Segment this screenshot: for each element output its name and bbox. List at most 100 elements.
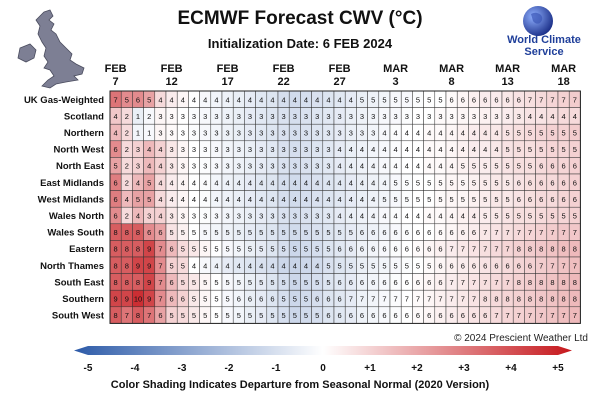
cell-value: 3 (304, 212, 308, 221)
cell-value: 6 (450, 311, 454, 320)
cell-value: 4 (237, 95, 241, 104)
cell-value: 7 (405, 295, 409, 304)
cell-value: 5 (326, 228, 330, 237)
cell-value: 4 (214, 178, 218, 187)
cell-value: 5 (282, 295, 286, 304)
cell-value: 6 (382, 278, 386, 287)
cell-value: 4 (528, 112, 532, 121)
cell-value: 2 (125, 212, 129, 221)
cell-value: 5 (494, 212, 498, 221)
cell-value: 6 (416, 278, 420, 287)
row-label: Scotland (64, 111, 104, 122)
cell-value: 5 (326, 261, 330, 270)
cell-value: 5 (259, 245, 263, 254)
cell-value: 3 (170, 145, 174, 154)
cell-value: 5 (382, 95, 386, 104)
cell-value: 4 (293, 195, 297, 204)
cell-value: 4 (472, 145, 476, 154)
cell-value: 3 (293, 212, 297, 221)
cell-value: 3 (461, 112, 465, 121)
cell-value: 4 (293, 261, 297, 270)
cell-value: 3 (315, 162, 319, 171)
cell-value: 4 (170, 178, 174, 187)
cell-value: 8 (114, 245, 118, 254)
cell-value: 3 (226, 145, 230, 154)
cell-value: 6 (539, 195, 543, 204)
cell-value: 7 (158, 245, 162, 254)
cell-value: 6 (405, 228, 409, 237)
cell-value: 5 (483, 212, 487, 221)
cell-value: 8 (550, 295, 554, 304)
cell-value: 3 (259, 112, 263, 121)
cell-value: 4 (259, 95, 263, 104)
cell-value: 4 (349, 212, 353, 221)
cell-value: 5 (550, 129, 554, 138)
row-label: Northern (64, 128, 104, 139)
cell-value: 5 (506, 195, 510, 204)
cell-value: 8 (539, 278, 543, 287)
cell-value: 6 (550, 162, 554, 171)
cell-value: 3 (203, 212, 207, 221)
x-tick-month: MAR (439, 63, 464, 75)
cell-value: 5 (539, 212, 543, 221)
cell-value: 5 (147, 178, 151, 187)
cell-value: 7 (494, 228, 498, 237)
cell-value: 5 (147, 95, 151, 104)
cell-value: 5 (494, 162, 498, 171)
cell-value: 3 (326, 162, 330, 171)
cell-value: 6 (382, 228, 386, 237)
cell-value: 4 (405, 212, 409, 221)
cell-value: 4 (282, 95, 286, 104)
cell-value: 8 (125, 261, 129, 270)
cell-value: 5 (214, 278, 218, 287)
cell-value: 7 (506, 228, 510, 237)
cell-value: 3 (192, 129, 196, 138)
cell-value: 7 (114, 95, 118, 104)
cell-value: 7 (528, 95, 532, 104)
cell-value: 4 (326, 195, 330, 204)
cell-value: 4 (203, 261, 207, 270)
cell-value: 5 (181, 261, 185, 270)
cell-value: 5 (494, 178, 498, 187)
cell-value: 4 (181, 195, 185, 204)
cell-value: 7 (371, 295, 375, 304)
cell-value: 4 (382, 212, 386, 221)
cell-value: 5 (203, 278, 207, 287)
cell-value: 6 (405, 311, 409, 320)
cell-value: 7 (573, 311, 577, 320)
cell-value: 3 (349, 112, 353, 121)
cell-value: 4 (438, 162, 442, 171)
cell-value: 4 (360, 162, 364, 171)
cell-value: 5 (237, 278, 241, 287)
cell-value: 5 (270, 278, 274, 287)
cell-value: 3 (483, 112, 487, 121)
cell-value: 4 (416, 212, 420, 221)
cell-value: 7 (562, 311, 566, 320)
cell-value: 7 (517, 228, 521, 237)
x-tick-month: MAR (383, 63, 408, 75)
cell-value: 4 (483, 129, 487, 138)
cell-value: 6 (528, 261, 532, 270)
colorbar-tick-label: +1 (364, 363, 376, 374)
cell-value: 3 (394, 112, 398, 121)
cell-value: 6 (483, 311, 487, 320)
cell-value: 6 (573, 178, 577, 187)
cell-value: 4 (338, 195, 342, 204)
cell-value: 5 (326, 278, 330, 287)
cell-value: 5 (382, 195, 386, 204)
cell-value: 4 (450, 145, 454, 154)
cell-value: 5 (360, 95, 364, 104)
row-label: East Midlands (40, 178, 104, 189)
cell-value: 6 (550, 195, 554, 204)
cell-value: 5 (125, 95, 129, 104)
cell-value: 7 (461, 295, 465, 304)
cell-value: 5 (562, 129, 566, 138)
cell-value: 5 (371, 261, 375, 270)
cell-value: 6 (248, 295, 252, 304)
cell-value: 5 (461, 162, 465, 171)
cell-value: 6 (349, 311, 353, 320)
cell-value: 6 (170, 245, 174, 254)
colorbar (74, 346, 572, 355)
cell-value: 6 (539, 178, 543, 187)
x-tick-day: 8 (449, 76, 455, 88)
